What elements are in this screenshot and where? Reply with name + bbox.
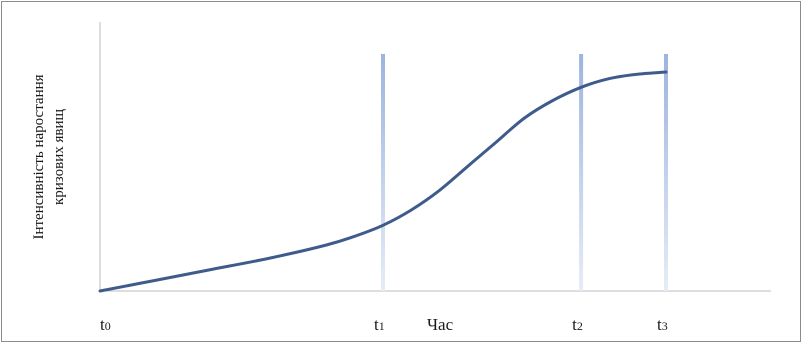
- y-axis-label: Інтенсивність наростання кризових явищ: [31, 74, 67, 239]
- marker-labels: t0 t1 t2 t3: [100, 315, 668, 334]
- y-axis-label-line2: кризових явищ: [51, 109, 67, 206]
- marker-line-t3: [664, 54, 668, 291]
- x-axis-label: Час: [427, 315, 454, 334]
- marker-line-t1: [381, 54, 385, 291]
- marker-label-t3: t3: [657, 315, 668, 334]
- intensity-curve: [98, 70, 668, 293]
- marker-line-t2: [579, 54, 584, 291]
- marker-label-t2: t2: [572, 315, 583, 334]
- marker-lines: [381, 54, 668, 291]
- y-axis-label-line1: Інтенсивність наростання: [31, 74, 47, 239]
- marker-label-t1: t1: [374, 315, 385, 334]
- marker-label-t0: t0: [100, 315, 111, 334]
